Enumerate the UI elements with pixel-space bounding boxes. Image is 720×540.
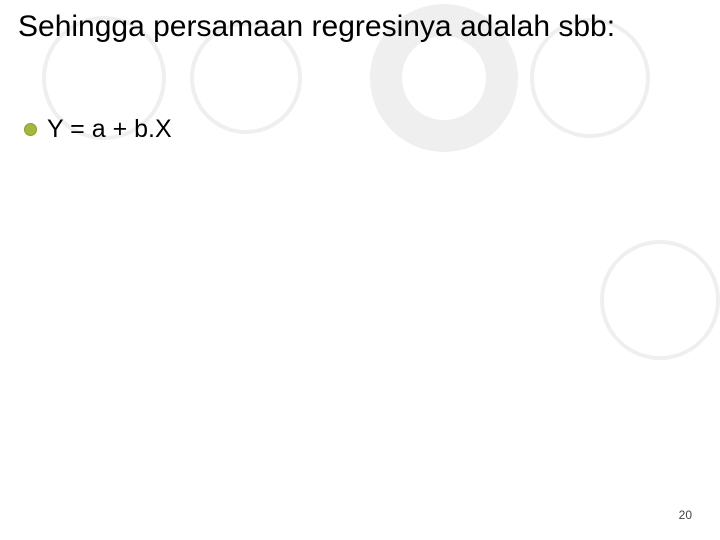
bullet-icon [24, 123, 37, 136]
page-number: 20 [679, 508, 692, 522]
bullet-text: Y = a + b.X [47, 115, 172, 144]
bullet-item: Y = a + b.X [24, 115, 172, 144]
slide-content: Sehingga persamaan regresinya adalah sbb… [0, 0, 720, 45]
slide-title: Sehingga persamaan regresinya adalah sbb… [18, 10, 702, 45]
decorative-circles [0, 0, 720, 540]
circle-decoration [600, 240, 720, 360]
